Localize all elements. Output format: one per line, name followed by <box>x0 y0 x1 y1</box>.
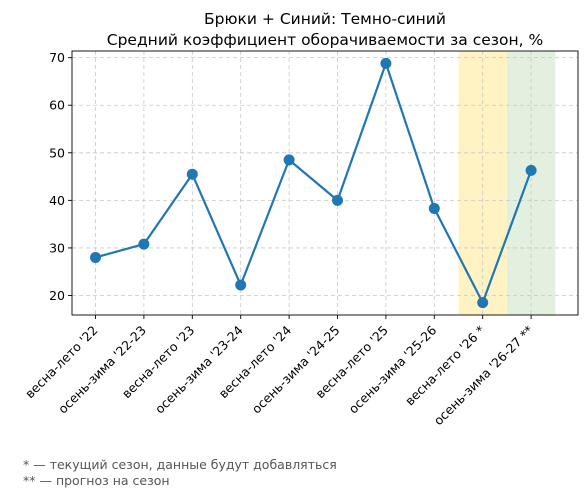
data-point <box>186 168 198 180</box>
data-point <box>332 194 343 206</box>
data-point <box>283 154 295 166</box>
y-tick-label: 50 <box>49 145 65 160</box>
series-polyline <box>95 62 533 304</box>
series-line <box>90 57 537 309</box>
y-tick-label: 30 <box>49 240 65 255</box>
footnote-forecast: ** — прогноз на сезон <box>23 473 170 488</box>
data-point <box>477 297 489 309</box>
data-point <box>235 279 247 291</box>
data-point <box>138 238 150 250</box>
grid-lines <box>72 51 578 315</box>
data-point <box>380 57 392 69</box>
x-tick-label: осень-зима '25-26 <box>345 322 439 416</box>
x-tick-label: осень-зима '22-23 <box>55 323 149 417</box>
chart-title: Брюки + Синий: Темно-синий <box>204 10 446 28</box>
x-tick-label: осень-зима '23-24 <box>152 322 246 416</box>
x-tick-label: осень-зима '26-27 ** <box>431 323 537 429</box>
y-tick-label: 70 <box>49 50 65 65</box>
chart-subtitle: Средний коэффициент оборачиваемости за с… <box>107 31 543 49</box>
y-tick-label: 20 <box>49 288 65 303</box>
data-point <box>90 251 101 263</box>
y-tick-label: 40 <box>49 193 65 208</box>
x-tick-label: осень-зима '24-25 <box>249 323 343 417</box>
footnote-current-season: * — текущий сезон, данные будут добавлят… <box>23 457 337 472</box>
data-point <box>428 202 440 214</box>
data-point <box>525 164 537 176</box>
plot-frame <box>71 50 579 316</box>
season-highlights <box>458 51 556 315</box>
y-tick-label: 60 <box>49 98 65 113</box>
